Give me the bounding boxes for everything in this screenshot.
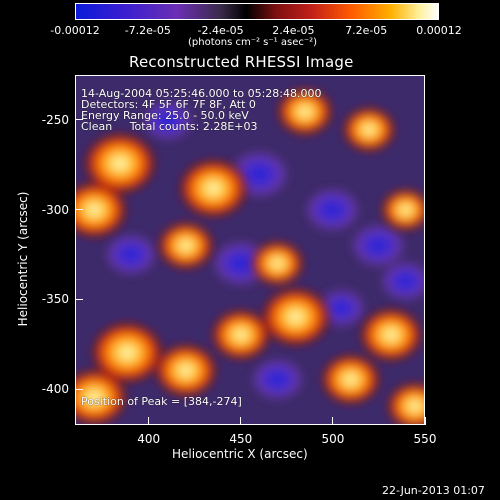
cold-spot bbox=[250, 357, 305, 402]
hot-spot bbox=[277, 88, 333, 136]
annotation-detectors: Detectors: 4F 5F 6F 7F 8F, Att 0 bbox=[81, 98, 256, 111]
colorbar-tick-label: 7.2e-05 bbox=[345, 24, 388, 37]
cold-spot bbox=[304, 187, 361, 233]
hot-spot bbox=[360, 308, 422, 361]
hot-spot bbox=[381, 189, 424, 231]
x-tick-mark bbox=[424, 417, 426, 425]
hot-spot bbox=[251, 241, 304, 286]
hot-spot bbox=[155, 344, 217, 397]
hot-spot bbox=[179, 159, 248, 218]
colorbar-gradient bbox=[76, 4, 438, 19]
cold-spot bbox=[379, 260, 424, 303]
y-tick-label: -400 bbox=[41, 382, 69, 397]
peak-position-label: Position of Peak = [384,-274] bbox=[81, 395, 242, 408]
colorbar bbox=[75, 3, 439, 20]
annotation-energy: Energy Range: 25.0 - 50.0 keV bbox=[81, 109, 249, 122]
heatmap-svg bbox=[76, 76, 424, 424]
colorbar-tick-label: 2.4e-05 bbox=[272, 24, 315, 37]
hot-spot bbox=[343, 107, 395, 152]
y-tick-label: -350 bbox=[41, 292, 69, 307]
y-tick-mark bbox=[75, 119, 83, 121]
cold-spot bbox=[211, 239, 271, 287]
cold-spot bbox=[141, 99, 194, 142]
x-tick-mark bbox=[332, 417, 334, 425]
colorbar-tick-label: -7.2e-05 bbox=[124, 24, 171, 37]
hot-spot bbox=[387, 382, 424, 424]
hot-spot bbox=[91, 322, 164, 384]
hot-spot bbox=[211, 309, 271, 360]
footer-date: 22-Jun-2013 01:07 bbox=[382, 484, 485, 497]
y-tick-mark bbox=[75, 209, 83, 211]
x-tick-mark bbox=[240, 417, 242, 425]
y-tick-label: -300 bbox=[41, 202, 69, 217]
hot-spot bbox=[76, 182, 127, 238]
annotation-time: 14-Aug-2004 05:25:46.000 to 05:28:48.000 bbox=[81, 87, 322, 100]
hot-spot bbox=[261, 287, 330, 346]
y-tick-mark bbox=[75, 388, 83, 390]
heatmap-plot: 14-Aug-2004 05:25:46.000 to 05:28:48.000… bbox=[75, 75, 425, 425]
x-tick-label: 500 bbox=[321, 432, 345, 446]
colorbar-tick-label: -0.00012 bbox=[50, 24, 100, 37]
colorbar-tick-label: -2.4e-05 bbox=[197, 24, 244, 37]
colorbar-tick-label: 0.00012 bbox=[416, 24, 462, 37]
annotation-counts: Clean Total counts: 2.28E+03 bbox=[81, 120, 258, 133]
chart-title: Reconstructed RHESSI Image bbox=[129, 53, 354, 71]
cold-spot bbox=[349, 222, 407, 269]
x-axis-label: Heliocentric X (arcsec) bbox=[172, 447, 308, 461]
y-tick-label: -250 bbox=[41, 112, 69, 127]
colorbar-unit-label: (photons cm⁻² s⁻¹ asec⁻²) bbox=[188, 37, 318, 48]
cold-spot bbox=[103, 232, 159, 277]
hot-spot bbox=[321, 354, 380, 405]
hot-spot bbox=[84, 133, 156, 194]
x-tick-label: 550 bbox=[413, 432, 437, 446]
y-tick-mark bbox=[75, 298, 83, 300]
x-tick-label: 400 bbox=[137, 432, 161, 446]
x-tick-label: 450 bbox=[229, 432, 253, 446]
x-tick-mark bbox=[148, 417, 150, 425]
y-axis-label: Heliocentric Y (arcsec) bbox=[16, 191, 30, 327]
hot-spot bbox=[76, 369, 127, 424]
hot-spot bbox=[158, 222, 214, 269]
